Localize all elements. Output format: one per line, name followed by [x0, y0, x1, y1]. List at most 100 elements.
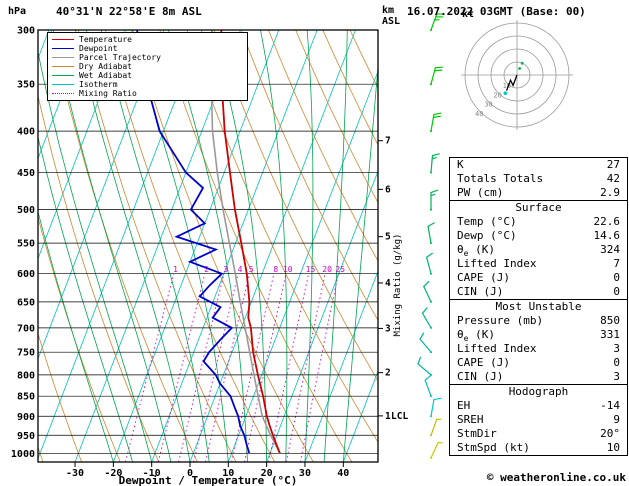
info-row: PW (cm) 2.9 — [450, 186, 627, 200]
info-label: StmDir — [457, 427, 497, 440]
pressure-axis-unit: hPa — [8, 6, 27, 17]
info-label: CIN (J) — [457, 285, 504, 298]
svg-text:25: 25 — [335, 265, 345, 274]
info-panel: K 27 Totals Totals 42 PW (cm) 2.9 Surface Temp … — [449, 157, 628, 456]
mixing-ratio-labels: 1 2 3 4 5 8 10 15 20 25 — [173, 265, 345, 274]
svg-text:3: 3 — [385, 323, 391, 334]
legend-label: Wet Adiabat — [79, 71, 132, 80]
svg-text:20: 20 — [322, 265, 332, 274]
svg-text:8: 8 — [273, 265, 278, 274]
svg-text:900: 900 — [17, 412, 35, 423]
info-value: 7 — [613, 257, 620, 270]
legend-item: Wet Adiabat — [52, 71, 243, 80]
wet-adiabat-lines — [38, 30, 378, 462]
info-row: Lifted Index 7 — [450, 257, 627, 271]
svg-text:5: 5 — [249, 265, 254, 274]
svg-text:10: 10 — [503, 82, 511, 90]
svg-text:700: 700 — [17, 323, 35, 334]
legend-label: Dewpoint — [79, 44, 118, 53]
svg-text:15: 15 — [306, 265, 316, 274]
info-row: Lifted Index 3 — [450, 342, 627, 356]
svg-text:4: 4 — [385, 278, 391, 289]
svg-text:550: 550 — [17, 239, 35, 250]
pressure-axis: 300 350 400 450 500 550 600 650 700 750 800 850 900 9… — [11, 26, 35, 460]
legend-item: Parcel Trajectory — [52, 53, 243, 62]
info-value: 0 — [613, 285, 620, 298]
info-value: 324 — [600, 243, 620, 256]
svg-text:650: 650 — [17, 297, 35, 308]
svg-text:1: 1 — [173, 265, 178, 274]
info-label: PW (cm) — [457, 186, 504, 199]
wind-barb-column — [417, 13, 445, 459]
info-value: 331 — [600, 328, 620, 341]
info-value: 3 — [613, 342, 620, 355]
dewpoint-curve — [136, 30, 251, 454]
svg-text:-30: -30 — [66, 468, 84, 479]
info-value: -14 — [600, 399, 620, 412]
info-value: 20° — [600, 427, 620, 440]
info-row: EH -14 — [450, 399, 627, 413]
svg-text:4: 4 — [238, 265, 243, 274]
mixing-ratio-lines — [125, 273, 339, 462]
svg-text:5: 5 — [385, 232, 391, 243]
svg-text:30: 30 — [299, 468, 311, 479]
hodograph-trace — [505, 74, 518, 91]
svg-text:750: 750 — [17, 348, 35, 359]
info-value: 850 — [600, 314, 620, 327]
km-label: km — [382, 5, 395, 16]
svg-text:20: 20 — [261, 468, 273, 479]
info-section-header: Surface — [515, 201, 562, 214]
info-value: 27 — [606, 158, 620, 171]
parcel-trajectory-curve — [210, 30, 281, 454]
svg-text:850: 850 — [17, 392, 35, 403]
info-label: CAPE (J) — [457, 271, 510, 284]
km-asl-axis-label: km ASL — [382, 5, 400, 27]
hodograph-storm-motion-point — [503, 91, 508, 95]
km-axis: 1 2 3 4 5 6 7 LCL — [378, 136, 408, 422]
x-axis-title: Dewpoint / Temperature (°C) — [119, 474, 298, 486]
svg-text:600: 600 — [17, 269, 35, 280]
info-row: Totals Totals 42 — [450, 172, 627, 186]
lcl-label: LCL — [391, 411, 408, 422]
info-row: θe (K) 331 — [450, 328, 627, 344]
info-row: Pressure (mb) 850 — [450, 314, 627, 328]
legend-item: Mixing Ratio — [52, 89, 243, 98]
info-label: Totals Totals — [457, 172, 544, 185]
legend-label: Parcel Trajectory — [79, 53, 161, 62]
copyright: © weatheronline.co.uk — [486, 471, 626, 484]
legend-label: Mixing Ratio — [79, 89, 137, 98]
svg-text:1: 1 — [385, 411, 391, 422]
svg-text:400: 400 — [17, 127, 35, 138]
legend-item: Isotherm — [52, 80, 243, 89]
info-value: 42 — [606, 172, 620, 185]
info-label: SREH — [457, 413, 484, 426]
svg-text:-20: -20 — [104, 468, 122, 479]
legend-label: Temperature — [79, 35, 132, 44]
svg-text:6: 6 — [385, 184, 391, 195]
svg-text:7: 7 — [385, 136, 391, 147]
info-row: CIN (J) 0 — [450, 285, 627, 299]
temperature-axis: -30 -20 -10 0 10 20 30 40 Dewpoint / Temperature… — [66, 462, 349, 486]
svg-text:0: 0 — [187, 468, 193, 479]
svg-text:40: 40 — [337, 468, 349, 479]
info-value: 0 — [613, 271, 620, 284]
legend-swatch — [52, 93, 74, 94]
info-label: θe (K) — [457, 328, 495, 344]
svg-text:2: 2 — [385, 368, 391, 379]
info-label: StmSpd (kt) — [457, 441, 530, 454]
svg-text:950: 950 — [17, 431, 35, 442]
page-title: 40°31'N 22°58'E 8m ASL — [56, 5, 202, 18]
legend-item: Temperature — [52, 35, 243, 44]
svg-text:10: 10 — [222, 468, 234, 479]
info-label: EH — [457, 399, 471, 412]
svg-text:10: 10 — [283, 265, 293, 274]
svg-text:30: 30 — [484, 101, 492, 109]
info-value: 22.6 — [593, 215, 621, 228]
svg-text:2: 2 — [204, 265, 209, 274]
info-label: θe (K) — [457, 243, 495, 259]
svg-text:1000: 1000 — [11, 449, 35, 460]
info-row: CIN (J) 3 — [450, 370, 627, 384]
svg-text:800: 800 — [17, 370, 35, 381]
info-label: Dewp (°C) — [457, 229, 517, 242]
